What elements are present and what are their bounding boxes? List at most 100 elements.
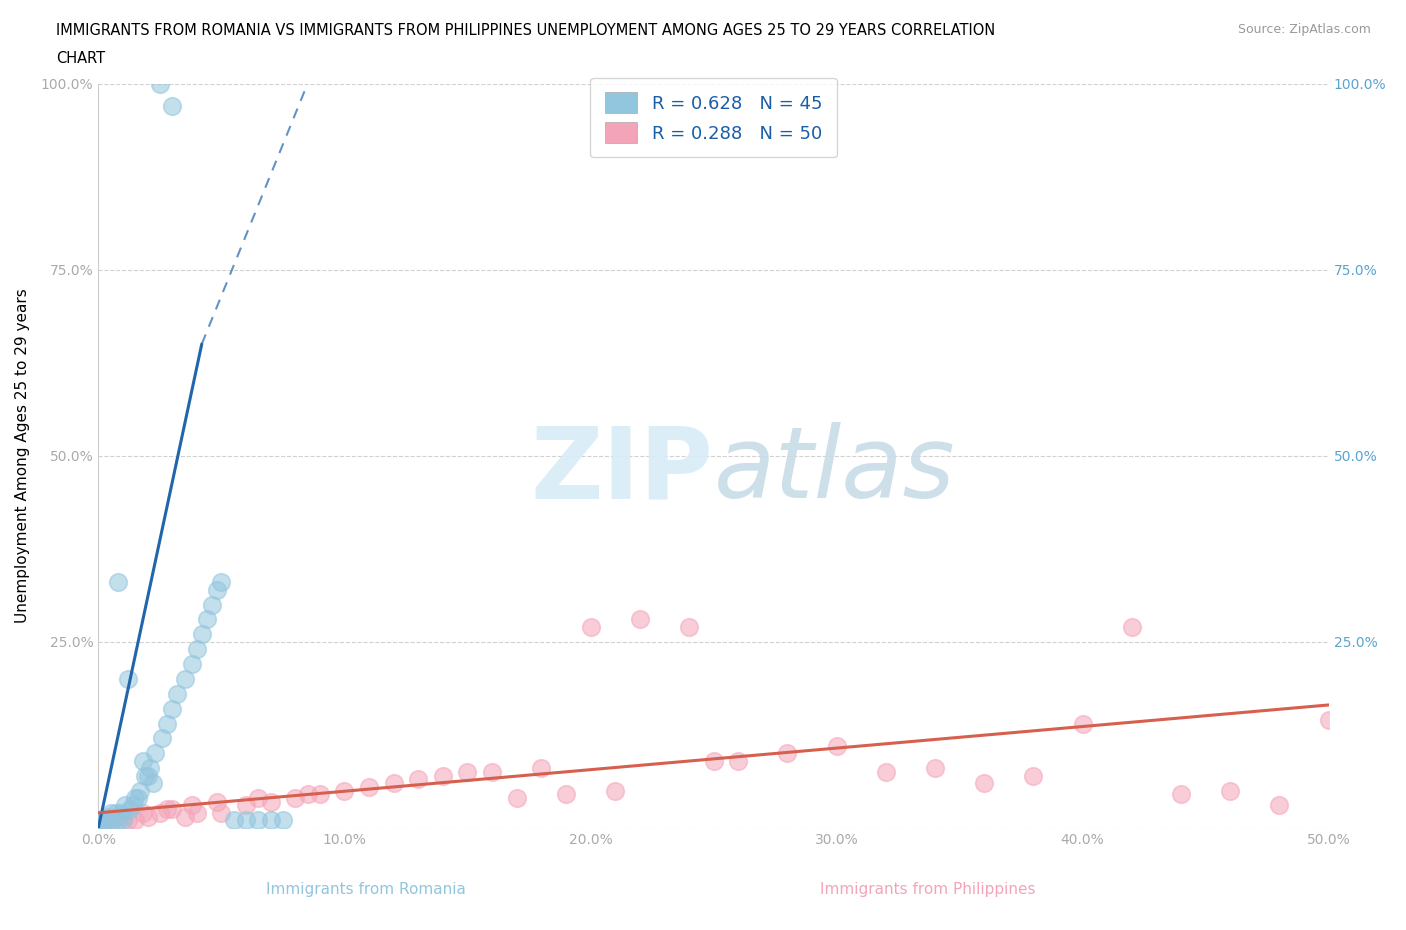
Point xyxy=(162,802,183,817)
Point xyxy=(1219,783,1241,798)
Point xyxy=(132,753,155,768)
Point xyxy=(110,805,132,820)
Point xyxy=(211,805,233,820)
Point xyxy=(112,813,135,828)
Point xyxy=(382,776,405,790)
Point xyxy=(1071,716,1094,731)
Point xyxy=(117,671,139,686)
Point xyxy=(129,783,152,798)
Point xyxy=(678,619,700,634)
Point xyxy=(924,761,946,776)
Point xyxy=(152,731,174,746)
Point xyxy=(97,809,120,824)
Point xyxy=(103,813,125,828)
Point xyxy=(156,802,179,817)
Point xyxy=(201,597,224,612)
Point xyxy=(1268,798,1291,813)
Point xyxy=(156,716,179,731)
Point xyxy=(727,753,749,768)
Point xyxy=(191,627,214,642)
Point xyxy=(205,794,228,809)
Text: Immigrants from Philippines: Immigrants from Philippines xyxy=(820,883,1036,897)
Point xyxy=(143,746,166,761)
Point xyxy=(127,790,149,805)
Point xyxy=(94,813,117,828)
Point xyxy=(120,802,142,817)
Point xyxy=(205,582,228,597)
Point xyxy=(211,575,233,590)
Point xyxy=(149,76,172,91)
Point xyxy=(134,768,156,783)
Y-axis label: Unemployment Among Ages 25 to 29 years: Unemployment Among Ages 25 to 29 years xyxy=(15,288,30,623)
Point xyxy=(90,813,112,828)
Point xyxy=(173,671,195,686)
Point xyxy=(136,768,159,783)
Point xyxy=(297,787,319,802)
Point xyxy=(359,779,381,794)
Point xyxy=(104,805,127,820)
Point xyxy=(166,686,188,701)
Point xyxy=(1121,619,1143,634)
Point xyxy=(579,619,602,634)
Text: atlas: atlas xyxy=(714,422,955,519)
Point xyxy=(186,642,208,657)
Point xyxy=(1317,712,1340,727)
Point xyxy=(605,783,627,798)
Point xyxy=(506,790,529,805)
Point xyxy=(309,787,332,802)
Point xyxy=(162,99,183,113)
Legend: R = 0.628   N = 45, R = 0.288   N = 50: R = 0.628 N = 45, R = 0.288 N = 50 xyxy=(591,78,837,157)
Text: Immigrants from Romania: Immigrants from Romania xyxy=(266,883,465,897)
Point xyxy=(100,813,122,828)
Point xyxy=(142,776,165,790)
Point xyxy=(260,794,283,809)
Point xyxy=(94,813,117,828)
Point xyxy=(114,798,136,813)
Point xyxy=(117,813,139,828)
Point xyxy=(149,805,172,820)
Point xyxy=(100,805,122,820)
Point xyxy=(235,813,257,828)
Point xyxy=(107,813,129,828)
Point xyxy=(104,809,127,824)
Point xyxy=(235,798,257,813)
Point xyxy=(186,805,208,820)
Point xyxy=(628,612,651,627)
Point xyxy=(247,813,270,828)
Point xyxy=(124,813,146,828)
Point xyxy=(555,787,578,802)
Point xyxy=(408,772,430,787)
Point xyxy=(973,776,995,790)
Point xyxy=(93,813,115,828)
Point xyxy=(162,701,183,716)
Point xyxy=(122,798,145,813)
Point xyxy=(181,657,204,671)
Point xyxy=(195,612,218,627)
Text: Source: ZipAtlas.com: Source: ZipAtlas.com xyxy=(1237,23,1371,36)
Point xyxy=(247,790,270,805)
Point xyxy=(530,761,553,776)
Text: IMMIGRANTS FROM ROMANIA VS IMMIGRANTS FROM PHILIPPINES UNEMPLOYMENT AMONG AGES 2: IMMIGRANTS FROM ROMANIA VS IMMIGRANTS FR… xyxy=(56,23,995,38)
Point xyxy=(481,764,503,779)
Point xyxy=(1022,768,1045,783)
Point xyxy=(132,805,155,820)
Point xyxy=(139,761,162,776)
Point xyxy=(271,813,294,828)
Point xyxy=(136,809,159,824)
Point xyxy=(90,813,112,828)
Point xyxy=(825,738,848,753)
Point xyxy=(333,783,356,798)
Point xyxy=(776,746,799,761)
Point xyxy=(260,813,283,828)
Text: CHART: CHART xyxy=(56,51,105,66)
Point xyxy=(284,790,307,805)
Point xyxy=(94,813,117,828)
Point xyxy=(107,575,129,590)
Text: ZIP: ZIP xyxy=(530,422,714,519)
Point xyxy=(112,809,135,824)
Point xyxy=(1170,787,1192,802)
Point xyxy=(432,768,454,783)
Point xyxy=(875,764,897,779)
Point xyxy=(124,790,146,805)
Point xyxy=(181,798,204,813)
